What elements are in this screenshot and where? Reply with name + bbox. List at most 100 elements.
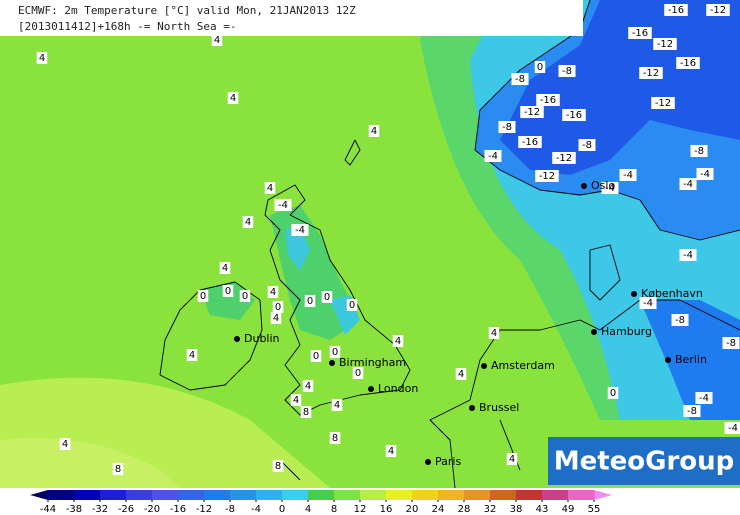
- isotherm-label-box: [300, 406, 312, 418]
- city-dot: [665, 357, 671, 363]
- city-label: London: [378, 382, 418, 395]
- isotherm-label: 4: [371, 126, 377, 137]
- isotherm-label-box: [653, 38, 677, 50]
- legend-tick-label: 8: [331, 504, 337, 515]
- isotherm-label: -16: [566, 110, 582, 121]
- legend-swatch: [438, 490, 465, 500]
- isotherm-label: 4: [222, 263, 228, 274]
- isotherm-label: 0: [275, 302, 281, 313]
- city-label: København: [641, 287, 703, 300]
- city-label: Oslo: [591, 179, 615, 192]
- isotherm-label-box: [724, 422, 740, 434]
- isotherm-label: 4: [388, 446, 394, 457]
- isotherm-label-box: [304, 295, 316, 307]
- legend-swatch: [386, 490, 413, 500]
- isotherm-label: -16: [632, 28, 648, 39]
- isotherm-label-box: [520, 106, 544, 118]
- city-dot: [425, 459, 431, 465]
- legend-tick-label: 0: [279, 504, 285, 515]
- isotherm-label: -16: [522, 137, 538, 148]
- isotherm-label: -16: [668, 5, 684, 16]
- header-subtitle: [2013011412]+168h -= North Sea =-: [18, 20, 237, 33]
- isotherm-label: 4: [267, 183, 273, 194]
- isotherm-label: -8: [726, 338, 736, 349]
- isotherm-label-box: [664, 4, 688, 16]
- coastline: [159, 281, 263, 391]
- isotherm-label-box: [601, 182, 619, 194]
- legend-swatch: [48, 490, 75, 500]
- isotherm-label-box: [722, 337, 740, 349]
- isotherm-label-box: [329, 346, 341, 358]
- isotherm-label: -12: [657, 39, 673, 50]
- legend-tick-label: -8: [225, 504, 235, 515]
- legend-tick-label: 38: [510, 504, 523, 515]
- isotherm-label: 0: [313, 351, 319, 362]
- isotherm-label-box: [186, 349, 198, 361]
- coastline: [264, 184, 411, 416]
- legend-tick-label: -44: [40, 504, 56, 515]
- legend-tick-label: -32: [92, 504, 108, 515]
- isotherm-label-box: [676, 57, 700, 69]
- isotherm-label-box: [112, 463, 124, 475]
- legend-tick-label: -12: [196, 504, 212, 515]
- city-dot: [368, 386, 374, 392]
- isotherm-label: 0: [225, 286, 231, 297]
- land-cold: [640, 300, 740, 420]
- isotherm-label-box: [562, 109, 586, 121]
- isotherm-label: 4: [509, 454, 515, 465]
- logo: MeteoGroup: [554, 447, 735, 477]
- legend-swatch: [204, 490, 231, 500]
- city-dot: [329, 360, 335, 366]
- city-dot: [581, 183, 587, 189]
- isotherm-label-box: [695, 392, 713, 404]
- isotherm-label-box: [59, 438, 71, 450]
- isotherm-label: -12: [710, 5, 726, 16]
- isotherm-label: 4: [395, 336, 401, 347]
- isotherm-label: 4: [273, 313, 279, 324]
- isotherm-label: -8: [694, 146, 704, 157]
- isotherm-label: 8: [275, 461, 281, 472]
- isotherm-label-box: [272, 460, 284, 472]
- isotherm-label: 4: [293, 395, 299, 406]
- isotherm-label: -4: [623, 170, 633, 181]
- legend-swatch: [256, 490, 283, 500]
- legend-swatch: [360, 490, 387, 500]
- isotherm-label: 4: [305, 381, 311, 392]
- isotherm-label-box: [607, 387, 619, 399]
- isotherm-label-box: [219, 262, 231, 274]
- legend-swatch: [516, 490, 543, 500]
- legend-tick-label: 28: [458, 504, 471, 515]
- isotherm-label-box: [272, 301, 284, 313]
- legend-tick-label: -26: [118, 504, 134, 515]
- legend-swatch: [490, 490, 517, 500]
- isotherm-label: -12: [556, 153, 572, 164]
- legend-tick-label: -38: [66, 504, 82, 515]
- isotherm-label-box: [536, 94, 560, 106]
- land-cold-spot: [285, 225, 310, 270]
- isotherm-label-box: [679, 249, 697, 261]
- city-label: Dublin: [244, 332, 280, 345]
- isotherm-label: 4: [245, 217, 251, 228]
- isotherm-label-box: [222, 285, 234, 297]
- isotherm-label-box: [511, 73, 529, 85]
- legend-swatch: [308, 490, 335, 500]
- isotherm-label-box: [242, 216, 254, 228]
- isotherm-label: 0: [200, 291, 206, 302]
- isotherm-label: -16: [680, 58, 696, 69]
- isotherm-label-box: [671, 314, 689, 326]
- isotherm-label: -8: [562, 66, 572, 77]
- isotherm-label-box: [211, 34, 223, 46]
- land-very-cold: [500, 0, 740, 175]
- isotherm-label-box: [329, 432, 341, 444]
- legend-swatch: [74, 490, 101, 500]
- city-dot: [469, 405, 475, 411]
- isotherm-label: -4: [728, 423, 738, 434]
- legend-swatch: [178, 490, 205, 500]
- isotherm-label-box: [498, 121, 516, 133]
- isotherm-label-box: [321, 291, 333, 303]
- isotherm-label-box: [679, 178, 697, 190]
- isotherm-label-box: [535, 170, 559, 182]
- isotherm-label-box: [534, 61, 546, 73]
- isotherm-label-box: [578, 139, 596, 151]
